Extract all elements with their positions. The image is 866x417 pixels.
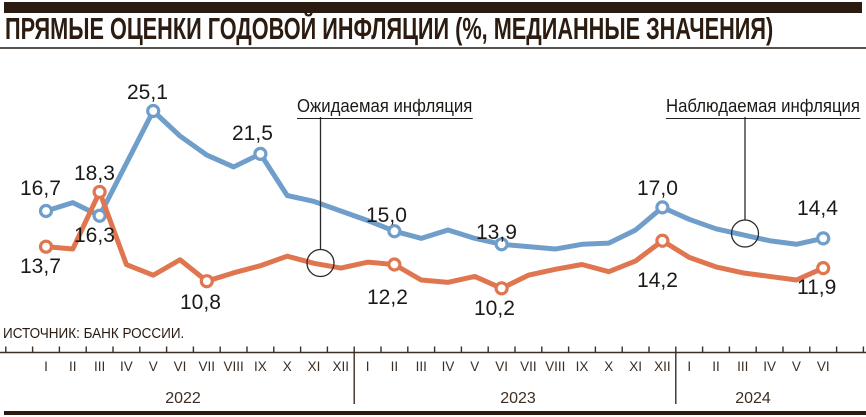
year-label: 2023	[500, 390, 536, 407]
expected-point-label: 12,2	[367, 286, 408, 309]
expected-point-label: 10,8	[180, 291, 221, 314]
observed-point-label: 17,0	[637, 177, 678, 200]
month-tick-label: III	[416, 359, 427, 374]
series-observed	[38, 103, 831, 252]
observed-point-marker	[816, 231, 831, 246]
month-tick-label: I	[687, 359, 691, 374]
month-tick-label: V	[149, 359, 158, 374]
month-tick-label: XII	[654, 359, 671, 374]
year-label: 2022	[165, 390, 201, 407]
month-tick-label: I	[366, 359, 370, 374]
bottom-accent-bar	[4, 411, 866, 415]
expected-point-marker	[816, 260, 831, 276]
observed-point-marker	[387, 224, 402, 239]
expected-point-marker	[92, 184, 107, 200]
month-tick-label: VII	[199, 359, 216, 374]
month-tick-label: X	[283, 359, 292, 374]
expected-point-marker	[655, 233, 670, 248]
observed-point-marker	[146, 103, 161, 119]
top-accent-bar	[4, 2, 862, 13]
page-title: ПРЯМЫЕ ОЦЕНКИ ГОДОВОЙ ИНФЛЯЦИИ (%, МЕДИА…	[5, 11, 774, 46]
month-tick-label: III	[94, 359, 105, 374]
month-tick-label: VIII	[545, 359, 565, 374]
month-tick-label: II	[69, 359, 77, 374]
observed-point-marker	[655, 200, 670, 215]
observed-point-marker	[38, 203, 54, 219]
month-tick-label: XII	[333, 359, 350, 374]
series-expected	[38, 184, 831, 296]
observed-point-label: 21,5	[232, 122, 273, 145]
expected-inflation-callout-label: Ожидаемая инфляция	[297, 96, 473, 119]
month-tick-label: IX	[254, 359, 267, 374]
month-tick-label: VIII	[223, 359, 243, 374]
observed-point-marker	[253, 146, 268, 161]
annotation-observed	[730, 117, 760, 248]
month-tick-label: VI	[174, 359, 187, 374]
title-divider	[0, 47, 866, 49]
year-label: 2024	[735, 390, 771, 407]
month-tick-label: X	[604, 359, 613, 374]
month-tick-label: VII	[520, 359, 537, 374]
expected-point-label: 11,9	[797, 276, 836, 299]
observed-point-marker	[92, 208, 107, 223]
month-tick-label: VI	[817, 359, 830, 374]
month-tick-label: V	[470, 359, 479, 374]
annotation-expected	[306, 117, 335, 278]
month-tick-label: I	[44, 359, 48, 374]
observed-point-label: 16,7	[20, 177, 61, 200]
expected-point-label: 18,3	[74, 162, 115, 185]
month-tick-label: II	[391, 359, 399, 374]
expected-point-label: 13,7	[20, 255, 61, 278]
month-tick-label: IV	[442, 359, 455, 374]
month-tick-label: IV	[763, 359, 776, 374]
observed-line	[43, 108, 826, 252]
expected-line	[43, 189, 826, 291]
observed-point-label: 16,3	[74, 224, 115, 247]
month-tick-label: VI	[495, 359, 508, 374]
source-note: ИСТОЧНИК: БАНК РОССИИ.	[3, 326, 185, 342]
observed-point-marker	[494, 237, 509, 252]
month-tick-label: IX	[576, 359, 589, 374]
expected-highlight-circle	[306, 248, 335, 278]
expected-point-marker	[387, 257, 402, 272]
expected-point-label: 14,2	[637, 269, 678, 292]
expected-point-marker	[494, 281, 509, 296]
month-tick-label: IV	[120, 359, 133, 374]
month-tick-label: XI	[629, 359, 642, 374]
observed-point-label: 13,9	[476, 221, 517, 244]
month-tick-label: V	[792, 359, 801, 374]
expected-point-label: 10,2	[474, 297, 515, 320]
observed-point-label: 15,0	[366, 204, 407, 227]
observed-highlight-circle	[730, 219, 760, 248]
expected-point-marker	[199, 274, 214, 289]
observed-inflation-callout-label: Наблюдаемая инфляция	[666, 96, 860, 119]
month-tick-label: II	[712, 359, 720, 374]
month-tick-label: III	[737, 359, 748, 374]
month-tick-label: XI	[308, 359, 321, 374]
x-axis: I II III IV V VI VII VIII IX X XI XII I II III IV V VI VII…	[0, 346, 866, 407]
observed-point-label: 14,4	[797, 197, 838, 220]
observed-point-label: 25,1	[127, 81, 168, 104]
expected-point-marker	[38, 239, 54, 254]
